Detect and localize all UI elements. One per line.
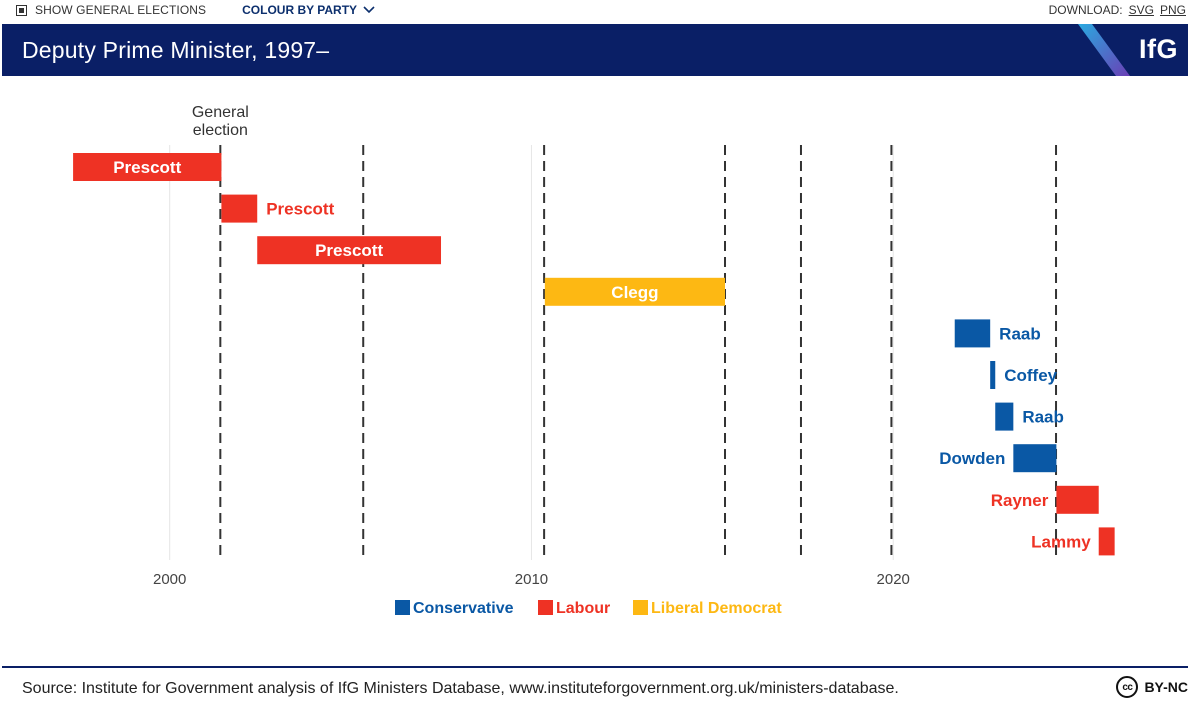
legend-label: Labour: [556, 600, 610, 617]
bar-label: Coffey: [1004, 366, 1057, 385]
download-png-link[interactable]: PNG: [1159, 3, 1186, 17]
logo-stripe-icon: [1078, 24, 1130, 76]
bar-lammy: [1098, 527, 1115, 556]
bar-coffey: [990, 361, 996, 389]
election-annotation: General: [192, 104, 249, 121]
legend-label: Conservative: [413, 600, 514, 617]
checkbox-mark: [19, 7, 24, 13]
bar-label: Dowden: [939, 449, 1005, 468]
chart-header: Deputy Prime Minister, 1997– IfG: [2, 24, 1188, 76]
x-tick-label: 2000: [153, 571, 186, 588]
legend-swatch: [395, 600, 410, 615]
legend-label: Liberal Democrat: [651, 600, 782, 617]
bar-prescott: [73, 153, 222, 181]
legend-swatch: [633, 600, 648, 615]
creative-commons-icon: cc: [1116, 676, 1139, 698]
bar-prescott: [257, 236, 442, 265]
colour-by-label: COLOUR BY PARTY: [242, 3, 358, 17]
show-elections-label[interactable]: SHOW GENERAL ELECTIONS: [35, 3, 207, 17]
election-annotation: election: [193, 122, 248, 139]
bar-prescott: [221, 194, 258, 223]
license-label: BY-NC: [1144, 679, 1188, 695]
bar-label: Prescott: [113, 158, 181, 177]
toolbar-right: DOWNLOAD: SVG PNG: [1049, 3, 1186, 17]
colour-by-dropdown[interactable]: COLOUR BY PARTY: [242, 3, 375, 17]
legend-swatch: [538, 600, 553, 615]
page-title: Deputy Prime Minister, 1997–: [22, 37, 330, 63]
download-svg-link[interactable]: SVG: [1128, 3, 1154, 17]
show-elections-checkbox[interactable]: [16, 4, 27, 16]
bar-label: Clegg: [611, 283, 658, 302]
bar-clegg: [544, 277, 726, 306]
download-label: DOWNLOAD:: [1048, 3, 1123, 17]
bar-label: Lammy: [1031, 532, 1091, 551]
chart-area: 2000 2010 2020 General election Prescott Presc…: [0, 80, 1200, 650]
toolbar: SHOW GENERAL ELECTIONS COLOUR BY PARTY D…: [0, 0, 1200, 20]
license-badge[interactable]: cc BY-NC: [1116, 676, 1188, 698]
ifg-logo: IfG: [1139, 34, 1178, 64]
bar-label: Raab: [1022, 408, 1064, 427]
x-tick-label: 2010: [515, 571, 548, 588]
chevron-down-icon: [363, 6, 375, 14]
bar-label: Prescott: [266, 200, 334, 219]
source-note: Source: Institute for Government analysi…: [22, 680, 899, 697]
bar-label: Prescott: [315, 241, 383, 260]
bar-raab: [995, 402, 1014, 431]
toolbar-left: SHOW GENERAL ELECTIONS COLOUR BY PARTY: [16, 3, 375, 17]
bar-rayner: [1056, 485, 1099, 514]
bar-dowden: [1013, 444, 1057, 473]
bar-raab: [954, 319, 991, 348]
x-tick-label: 2020: [877, 571, 910, 588]
bar-label: Raab: [999, 324, 1041, 343]
bar-label: Rayner: [991, 491, 1049, 510]
footer-divider: [2, 666, 1188, 668]
